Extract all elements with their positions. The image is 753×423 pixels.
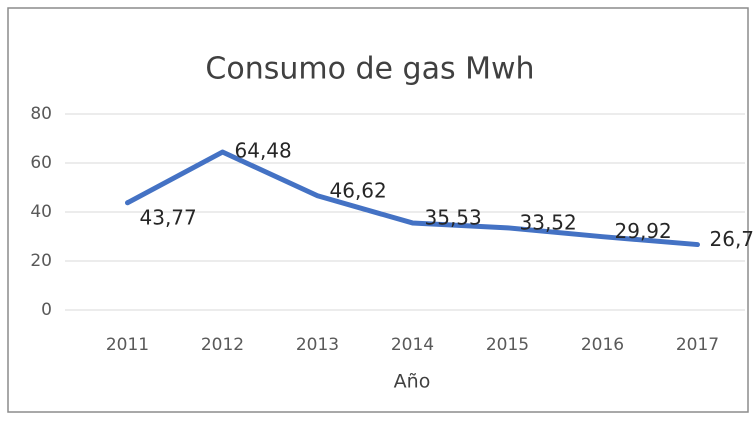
data-label: 43,77 xyxy=(140,205,197,229)
y-tick-label: 0 xyxy=(41,300,52,320)
data-label: 26,71 xyxy=(710,227,753,251)
x-tick-label: 2015 xyxy=(486,335,529,355)
x-tick-label: 2013 xyxy=(296,335,339,355)
x-tick-label: 2014 xyxy=(391,335,434,355)
y-tick-label: 60 xyxy=(30,153,52,173)
data-label: 64,48 xyxy=(235,139,292,163)
data-label: 33,52 xyxy=(520,210,577,234)
y-tick-label: 20 xyxy=(30,251,52,271)
y-tick-label: 80 xyxy=(30,104,52,124)
chart-border xyxy=(7,7,749,413)
data-label: 46,62 xyxy=(330,178,387,202)
data-label: 29,92 xyxy=(615,219,672,243)
x-tick-label: 2012 xyxy=(201,335,244,355)
x-axis-label: Año xyxy=(394,371,431,393)
data-label: 35,53 xyxy=(425,205,482,229)
data-line xyxy=(125,149,700,248)
y-tick-label: 40 xyxy=(30,202,52,222)
chart-title: Consumo de gas Mwh xyxy=(205,52,534,87)
x-tick-label: 2011 xyxy=(106,335,149,355)
x-tick-label: 2016 xyxy=(581,335,624,355)
x-tick-label: 2017 xyxy=(676,335,719,355)
